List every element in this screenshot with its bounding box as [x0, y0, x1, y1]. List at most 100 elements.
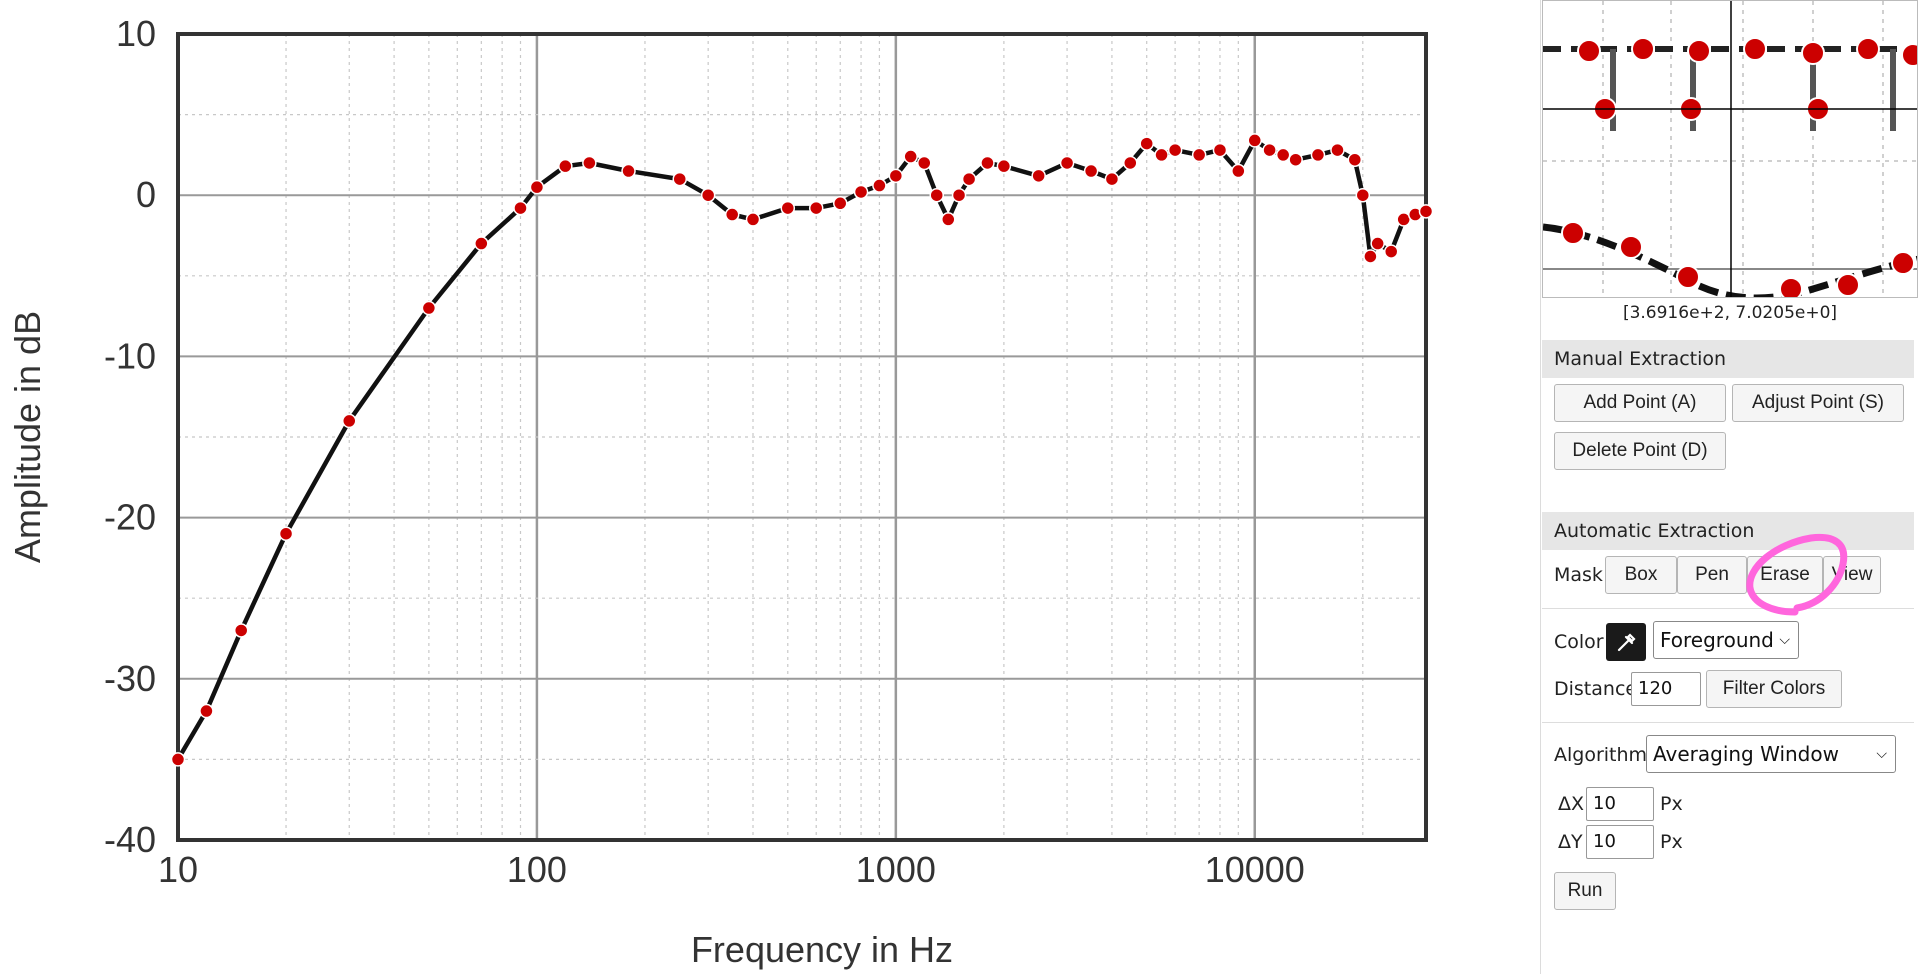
color-picker-button[interactable]	[1606, 623, 1646, 661]
y-tick-label: -40	[104, 819, 156, 860]
manual-extraction-header: Manual Extraction	[1542, 340, 1914, 378]
distance-label: Distance	[1554, 678, 1638, 700]
dx-unit: Px	[1660, 793, 1683, 815]
data-point	[951, 187, 967, 203]
zoom-coordinates: [3.6916e+2, 7.0205e+0]	[1622, 303, 1838, 323]
dy-input[interactable]: 10	[1586, 825, 1654, 859]
zoom-view	[1542, 0, 1918, 298]
x-tick-label: 1000	[856, 849, 936, 890]
data-point	[724, 207, 740, 222]
data-point	[1310, 147, 1326, 163]
divider	[1542, 722, 1914, 723]
data-point	[1418, 204, 1434, 219]
data-point	[1139, 136, 1154, 151]
y-tick-label: -10	[104, 335, 156, 376]
data-point	[1347, 152, 1363, 167]
plot-frame	[176, 32, 1428, 842]
data-point	[1330, 142, 1345, 158]
data-point	[929, 187, 944, 203]
data-point	[996, 158, 1012, 174]
data-point	[170, 752, 186, 767]
data-point	[672, 171, 687, 187]
data-point	[780, 200, 796, 216]
zoom-curve	[1543, 223, 1917, 297]
algorithm-value: Averaging Window	[1653, 742, 1839, 766]
eyedropper-icon	[1617, 633, 1636, 652]
data-point	[700, 187, 716, 203]
data-point	[872, 178, 887, 193]
filter-colors-button[interactable]: Filter Colors	[1706, 670, 1842, 708]
zoom-point	[1577, 39, 1601, 63]
color-mode-select[interactable]: Foreground ⌵	[1653, 621, 1799, 659]
data-point	[961, 171, 977, 187]
zoom-point	[1836, 273, 1860, 297]
distance-input[interactable]: 120	[1631, 672, 1701, 706]
data-point	[558, 158, 573, 174]
data-point	[808, 200, 824, 216]
dy-unit: Px	[1660, 831, 1683, 853]
erase-highlight-annotation	[1746, 533, 1848, 616]
data-point	[513, 200, 528, 216]
data-point	[1231, 163, 1246, 179]
data-point	[1363, 249, 1378, 264]
data-point	[1247, 133, 1263, 148]
data-point	[421, 300, 437, 316]
data-point	[1212, 142, 1228, 158]
algorithm-select[interactable]: Averaging Window ⌵	[1646, 735, 1896, 773]
zoom-point	[1779, 277, 1803, 297]
data-point	[853, 184, 869, 200]
delete-point-button[interactable]: Delete Point (D)	[1554, 432, 1726, 470]
zoom-point	[1676, 265, 1700, 289]
data-point	[903, 149, 918, 164]
color-mode-value: Foreground	[1660, 628, 1774, 652]
algorithm-label: Algorithm	[1554, 744, 1648, 766]
zoom-point	[1631, 37, 1655, 61]
data-point	[745, 212, 761, 227]
x-tick-label: 10	[158, 849, 198, 890]
zoom-point	[1561, 221, 1585, 245]
zoom-point	[1619, 235, 1643, 259]
zoom-point	[1891, 251, 1915, 275]
mask-pen-button[interactable]: Pen	[1677, 556, 1747, 594]
mask-box-button[interactable]: Box	[1605, 556, 1677, 594]
data-point	[917, 155, 932, 171]
zoom-point	[1856, 37, 1880, 61]
y-tick-label: -30	[104, 658, 156, 699]
data-point	[1031, 168, 1046, 184]
data-point	[199, 703, 214, 719]
divider	[1542, 608, 1914, 609]
y-axis-label: Amplitude in dB	[7, 311, 48, 563]
data-point	[1059, 155, 1075, 171]
zoom-point	[1901, 43, 1917, 67]
data-point	[233, 623, 249, 638]
add-point-button[interactable]: Add Point (A)	[1554, 384, 1726, 422]
adjust-point-button[interactable]: Adjust Point (S)	[1732, 384, 1904, 422]
x-tick-label: 100	[507, 849, 567, 890]
data-point	[888, 168, 904, 184]
chevron-down-icon: ⌵	[1876, 746, 1887, 762]
data-point	[1083, 163, 1099, 179]
chevron-down-icon: ⌵	[1779, 632, 1790, 648]
data-point	[1123, 155, 1138, 171]
color-label: Color	[1554, 631, 1604, 653]
plot-canvas[interactable]: 10 100 1000 10000 10 0 -10 -20 -30 -40 Frequency i…	[0, 0, 1540, 974]
y-tick-label: 10	[116, 13, 156, 54]
data-point	[582, 155, 597, 171]
data-point	[474, 236, 489, 251]
mask-erase-button[interactable]: Erase	[1747, 556, 1823, 594]
x-axis-label: Frequency in Hz	[691, 929, 953, 970]
data-point	[1355, 187, 1371, 203]
automatic-extraction-header: Automatic Extraction	[1542, 512, 1914, 550]
data-point	[1154, 147, 1169, 163]
zoom-preview	[1543, 1, 1917, 297]
dx-input[interactable]: 10	[1586, 787, 1654, 821]
run-button[interactable]: Run	[1554, 872, 1616, 910]
data-point	[1262, 142, 1277, 158]
y-tick-label: -20	[104, 497, 156, 538]
data-point	[832, 196, 848, 211]
data-point	[1104, 171, 1120, 187]
data-point	[1275, 147, 1291, 163]
dx-label: ΔX	[1558, 793, 1585, 815]
y-tick-label: 0	[136, 174, 156, 215]
